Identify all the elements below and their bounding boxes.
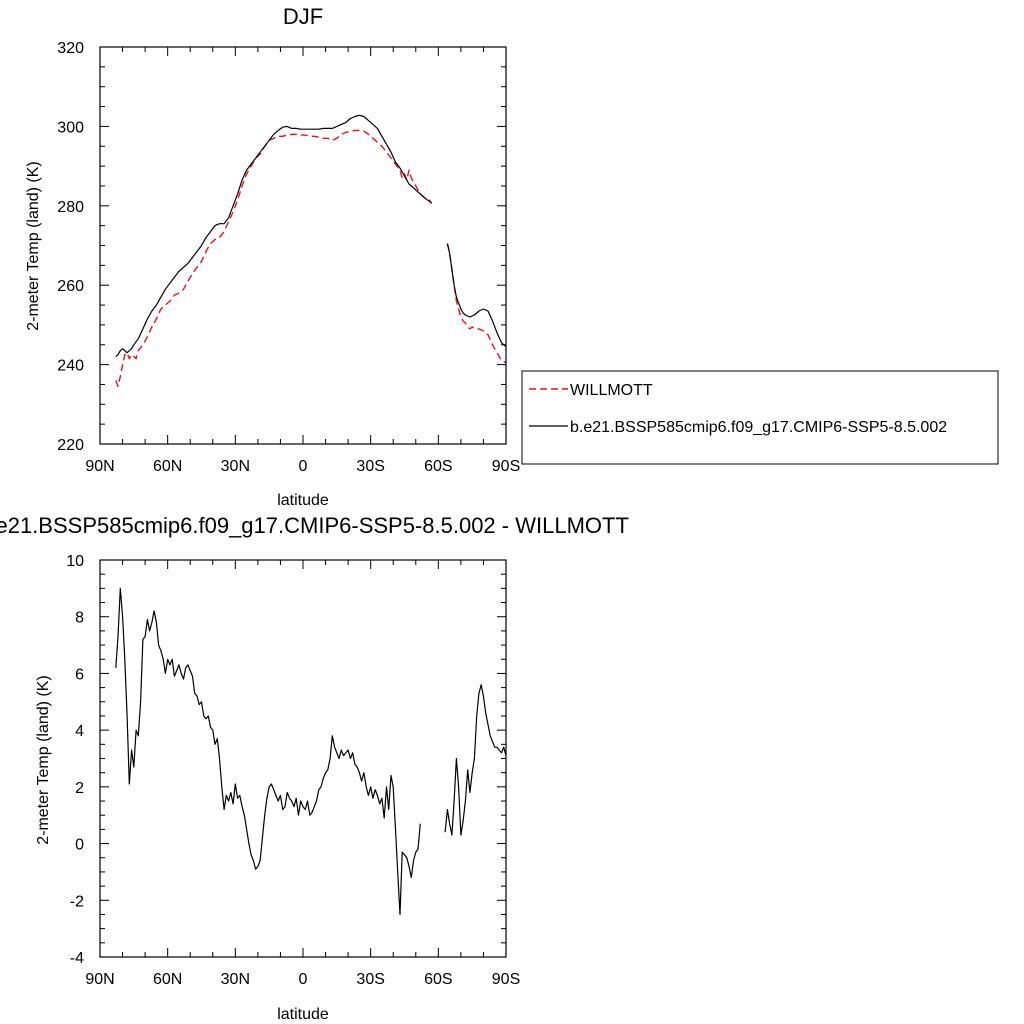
chart-title: b.e21.BSSP585cmip6.f09_g17.CMIP6-SSP5-8.… [0, 513, 629, 538]
y-axis-label: 2-meter Temp (land) (K) [25, 161, 42, 331]
y-tick-label: 320 [57, 40, 84, 57]
chart-title: DJF [283, 4, 323, 29]
series-line-0-segment-1 [444, 684, 507, 836]
x-tick-label: 90S [492, 458, 520, 475]
x-tick-label: 90S [492, 971, 520, 988]
x-tick-label: 90N [85, 458, 114, 475]
x-tick-label: 60N [153, 971, 182, 988]
x-tick-label: 0 [299, 458, 308, 475]
series-line-0-segment-0 [115, 129, 433, 388]
legend-box [521, 370, 999, 465]
x-tick-label: 60N [153, 458, 182, 475]
y-tick-label: 260 [57, 278, 84, 295]
legend: WILLMOTT b.e21.BSSP585cmip6.f09_g17.CMIP… [521, 370, 999, 465]
y-tick-label: 300 [57, 119, 84, 136]
y-tick-label: 0 [75, 837, 84, 854]
bottom-panel: b.e21.BSSP585cmip6.f09_g17.CMIP6-SSP5-8.… [0, 513, 629, 1023]
y-tick-label: 6 [75, 666, 84, 683]
y-tick-label: -2 [70, 893, 84, 910]
y-tick-label: 280 [57, 199, 84, 216]
x-tick-label: 30N [221, 971, 250, 988]
y-tick-label: 8 [75, 610, 84, 627]
top-panel: DJF latitude 2-meter Temp (land) (K) 90N… [25, 4, 520, 509]
x-tick-label: 30N [221, 458, 250, 475]
x-axis-label: latitude [277, 1006, 329, 1023]
x-tick-label: 30S [356, 971, 384, 988]
plot-frame [99, 46, 507, 445]
y-tick-label: 10 [66, 553, 84, 570]
y-tick-label: 240 [57, 358, 84, 375]
tick-layer: 90N 60N 30N 0 30S 60S 90S 220 240 260 280 300 320 [57, 40, 520, 475]
series-line-0-segment-1 [446, 243, 507, 364]
x-tick-label: 30S [356, 458, 384, 475]
series-layer [115, 587, 507, 916]
plot-frame [99, 559, 507, 958]
legend-label-willmott: WILLMOTT [570, 382, 653, 399]
y-tick-label: 4 [75, 723, 84, 740]
y-tick-label: 2 [75, 780, 84, 797]
x-tick-label: 0 [299, 971, 308, 988]
x-axis-label: latitude [277, 492, 329, 509]
x-tick-label: 60S [424, 971, 452, 988]
legend-label-model: b.e21.BSSP585cmip6.f09_g17.CMIP6-SSP5-8.… [570, 419, 947, 436]
series-layer [115, 114, 507, 388]
x-tick-label: 60S [424, 458, 452, 475]
series-line-1-segment-0 [115, 114, 432, 358]
y-tick-label: -4 [70, 950, 84, 967]
series-line-0-segment-0 [115, 587, 421, 916]
x-tick-label: 90N [85, 971, 114, 988]
y-tick-label: 220 [57, 437, 84, 454]
tick-layer: 90N 60N 30N 0 30S 60S 90S -4 -2 0 2 4 6 8 10 [66, 553, 520, 988]
y-axis-label: 2-meter Temp (land) (K) [35, 675, 52, 845]
series-line-1-segment-1 [446, 243, 507, 348]
